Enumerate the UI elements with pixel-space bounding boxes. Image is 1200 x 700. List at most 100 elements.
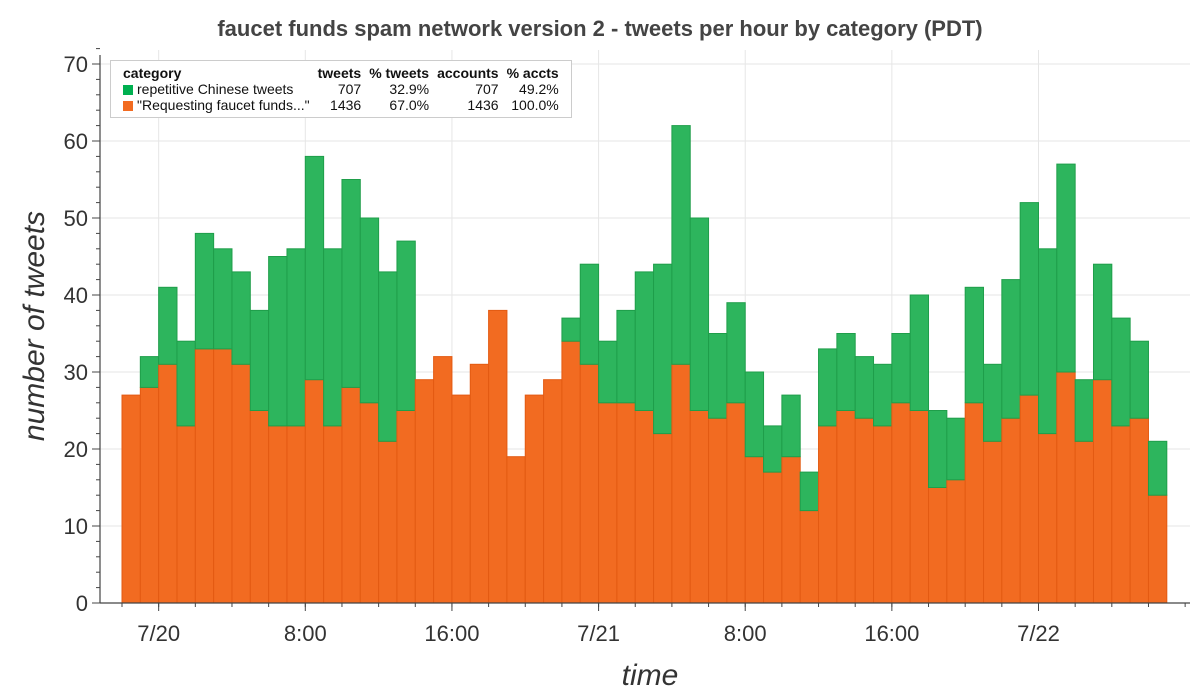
bar-faucet	[1129, 417, 1149, 604]
bar-chinese	[176, 340, 196, 427]
bar-faucet	[231, 363, 251, 604]
bar-faucet	[818, 425, 838, 604]
legend-pct-accts: 100.0%	[511, 97, 559, 113]
bar-faucet	[579, 363, 600, 604]
bar-chinese	[1147, 440, 1168, 496]
bars	[121, 125, 1168, 604]
legend: category tweets % tweets accounts % acct…	[110, 60, 572, 118]
bar-faucet	[451, 394, 471, 604]
y-tick-label: 20	[64, 437, 88, 462]
bar-chinese	[231, 271, 251, 365]
bar-faucet	[689, 410, 710, 604]
bar-faucet	[946, 479, 966, 604]
bar-chinese	[909, 294, 930, 411]
bar-faucet	[836, 410, 856, 604]
bar-faucet	[378, 440, 398, 604]
bar-faucet	[194, 348, 215, 604]
bar-chinese	[854, 356, 875, 419]
bar-chinese	[653, 263, 673, 435]
bar-faucet	[414, 379, 435, 604]
bar-faucet	[873, 425, 893, 604]
y-tick-label: 30	[64, 360, 88, 385]
legend-tweets: 1436	[330, 97, 362, 113]
bar-faucet	[158, 363, 178, 604]
legend-swatch-orange	[123, 101, 133, 111]
x-tick-label: 8:00	[724, 621, 767, 646]
bar-chinese	[634, 271, 655, 411]
x-axis-title: time	[622, 659, 679, 692]
bar-chinese	[194, 232, 215, 350]
tick-labels: 0 10 20 30 40 50 60 70 7/20 8:00 16:00 7/21 8:00 16:0…	[64, 52, 1060, 646]
bar-faucet	[1019, 394, 1039, 604]
legend-category-cell: "Requesting faucet funds..."	[119, 97, 314, 113]
bar-chinese	[1019, 202, 1039, 396]
bar-chinese	[561, 317, 581, 342]
y-axis-title: number of tweets	[18, 211, 51, 441]
bar-faucet	[983, 440, 1003, 604]
legend-row-faucet: "Requesting faucet funds..." 1436 67.0% …	[119, 97, 563, 113]
legend-swatch-green	[123, 85, 133, 95]
bar-faucet	[671, 363, 691, 604]
bar-faucet	[176, 425, 196, 604]
bar-chinese	[891, 333, 911, 404]
bar-faucet	[598, 402, 618, 604]
bar-faucet	[506, 456, 526, 604]
y-tick-label: 0	[76, 591, 88, 616]
bar-faucet	[726, 402, 746, 604]
y-tick-label: 10	[64, 514, 88, 539]
bar-chinese	[158, 286, 178, 365]
y-tick-label: 60	[64, 129, 88, 154]
bar-chinese	[579, 263, 600, 365]
bar-faucet	[121, 394, 141, 604]
bar-faucet	[781, 456, 801, 604]
legend-header-row: category tweets % tweets accounts % acct…	[119, 65, 563, 81]
bar-faucet	[1074, 440, 1094, 604]
bar-faucet	[1111, 425, 1131, 604]
legend-header-accounts: accounts	[437, 65, 499, 81]
bar-chinese	[983, 363, 1003, 442]
bar-chinese	[378, 271, 398, 442]
bar-chinese	[964, 286, 985, 404]
bar-chinese	[781, 394, 801, 458]
bar-faucet	[249, 410, 270, 604]
legend-header-tweets: tweets	[317, 65, 362, 81]
bar-faucet	[1056, 371, 1076, 604]
y-tick-label: 40	[64, 283, 88, 308]
bar-chinese	[744, 371, 765, 458]
legend-header-pct-tweets: % tweets	[369, 65, 430, 81]
bar-faucet	[708, 417, 728, 604]
bar-chinese	[708, 333, 728, 419]
bar-chinese	[726, 302, 746, 404]
bar-chinese	[1092, 263, 1113, 381]
y-tick-label: 70	[64, 52, 88, 77]
bar-chinese	[1001, 279, 1021, 419]
legend-tweets: 707	[337, 81, 362, 97]
bar-faucet	[139, 386, 160, 604]
bar-chinese	[249, 309, 270, 411]
bar-chinese	[396, 240, 416, 411]
bar-faucet	[359, 402, 380, 604]
bar-faucet	[488, 309, 508, 604]
bar-faucet	[524, 394, 545, 604]
x-tick-label: 16:00	[864, 621, 919, 646]
x-tick-label: 7/21	[577, 621, 620, 646]
bar-faucet	[396, 410, 416, 604]
legend-header-category: category	[123, 65, 182, 81]
x-tick-label: 7/22	[1017, 621, 1060, 646]
bar-chinese	[1056, 163, 1076, 373]
bar-chinese	[928, 410, 948, 488]
bar-chinese	[341, 179, 361, 388]
bar-chinese	[1129, 340, 1149, 419]
bar-faucet	[1038, 433, 1058, 604]
x-tick-label: 16:00	[424, 621, 479, 646]
bar-chinese	[616, 309, 636, 404]
bar-chinese	[1038, 248, 1058, 435]
bar-faucet	[268, 425, 288, 604]
bar-chinese	[836, 333, 856, 411]
bar-faucet	[469, 363, 490, 604]
bar-faucet	[653, 433, 673, 604]
legend-pct-tweets: 67.0%	[389, 97, 430, 113]
bar-chinese	[286, 248, 306, 427]
bar-chinese	[304, 155, 325, 381]
